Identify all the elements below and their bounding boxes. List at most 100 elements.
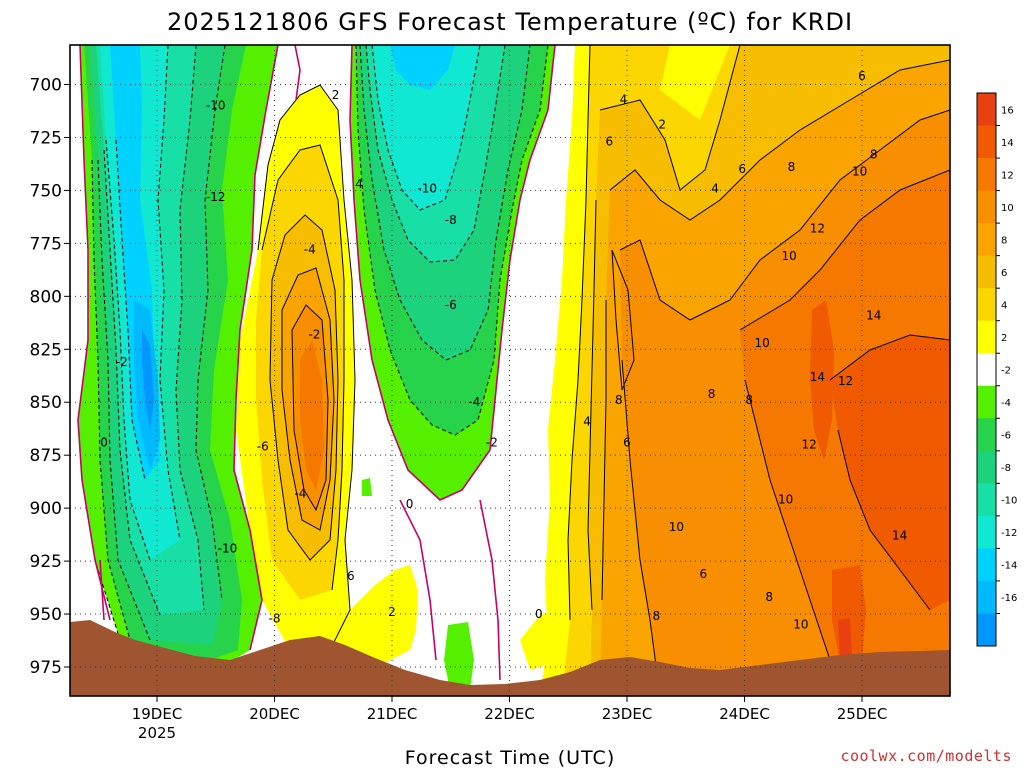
contour-label: 6 — [347, 569, 355, 583]
colorbar-swatch — [977, 483, 996, 517]
contour-label: -6 — [445, 298, 457, 312]
colorbar-label: 6 — [1001, 268, 1007, 279]
colorbar-swatch — [977, 580, 996, 614]
contour-label: 10 — [778, 493, 793, 507]
colorbar-label: -2 — [1001, 366, 1011, 377]
colorbar-label: -4 — [1001, 398, 1011, 409]
colorbar-swatch — [977, 158, 996, 192]
contour-label: 8 — [708, 387, 716, 401]
y-axis: 700 725 750 775 800 825 850 875 900 925 950 975 — [30, 76, 70, 678]
contour-label: -4 — [294, 486, 306, 500]
temperature-band-neg16 — [142, 330, 154, 430]
contour-label: -10 — [206, 99, 226, 113]
contour-label: -8 — [445, 213, 457, 227]
contour-label: 6 — [858, 69, 866, 83]
colorbar-swatch — [977, 548, 996, 582]
colorbar-label: -12 — [1001, 528, 1017, 539]
contour-label: -10 — [417, 181, 437, 195]
contour-label: 14 — [892, 529, 907, 543]
colorbar-label: 10 — [1001, 203, 1014, 214]
contour-label: 8 — [653, 609, 661, 623]
small-cold-patch — [444, 622, 474, 690]
colorbar-swatch — [977, 320, 996, 354]
contour-label: 10 — [669, 520, 684, 534]
y-tick-label: 900 — [30, 499, 62, 519]
colorbar-label: 12 — [1001, 170, 1014, 181]
contour-label: 6 — [606, 135, 614, 149]
contour-label: 4 — [583, 414, 591, 428]
colorbar-label: -10 — [1001, 496, 1017, 507]
contour-label: 8 — [745, 393, 753, 407]
colorbar-label: 4 — [1001, 300, 1007, 311]
contour-label: -2 — [486, 435, 498, 449]
contour-lines-positive — [257, 45, 950, 696]
contour-label: -2 — [116, 355, 128, 369]
contour-lines-negative — [77, 45, 549, 641]
x-axis-year: 2025 — [138, 724, 176, 742]
colorbar-label: 14 — [1001, 138, 1014, 149]
y-tick-label: 725 — [30, 128, 62, 148]
colorbar-swatch — [977, 613, 996, 647]
contour-label: 0 — [406, 497, 414, 511]
chart-title: 2025121806 GFS Forecast Temperature (ºC)… — [167, 8, 853, 36]
colorbar-label: 16 — [1001, 105, 1014, 116]
colorbar-swatch — [977, 190, 996, 224]
colorbar-label: -6 — [1001, 431, 1011, 442]
contour-label: 4 — [355, 177, 363, 191]
contour-label: 10 — [782, 249, 797, 263]
colorbar-swatch — [977, 223, 996, 257]
y-tick-label: 975 — [30, 658, 62, 678]
y-tick-label: 850 — [30, 393, 62, 413]
colorbar-swatch — [977, 353, 996, 387]
colorbar-swatch — [977, 255, 996, 289]
contour-label: 12 — [801, 438, 816, 452]
y-tick-label: 800 — [30, 287, 62, 307]
colorbar-label: -16 — [1001, 593, 1017, 604]
temperature-band-pos12 — [300, 340, 324, 490]
temperature-band-pos14-warm — [830, 335, 950, 610]
contour-label: 10 — [754, 336, 769, 350]
colorbar-swatch — [977, 125, 996, 159]
contour-label: 8 — [788, 160, 796, 174]
y-tick-label: 875 — [30, 446, 62, 466]
colorbar-swatch — [977, 385, 996, 419]
contour-label: -4 — [304, 243, 316, 257]
temperature-band-neg10-second — [372, 45, 480, 210]
x-axis: 19DEC 20DEC 21DEC 22DEC 23DEC 24DEC 25DEC — [132, 696, 887, 723]
contour-label: 12 — [810, 222, 825, 236]
temperature-band-pos14-warm-b — [810, 300, 834, 460]
contour-label: 6 — [700, 567, 708, 581]
contour-labels: -10 -12 -4 -2 -2 0 -6 -4 -10 -8 2 4 6 -10 -8 -6 -4 -2 0 2 0 4… — [100, 69, 907, 632]
contour-label: 12 — [838, 374, 853, 388]
temperature-band-neg12-second — [390, 45, 455, 90]
grid-lines — [70, 45, 950, 696]
source-credit[interactable]: coolwx.com/modelts — [840, 747, 1012, 765]
x-tick-label: 20DEC — [249, 705, 300, 723]
colorbar-label: 8 — [1001, 235, 1007, 246]
contour-label: -8 — [269, 611, 281, 625]
contour-label: 8 — [615, 393, 623, 407]
temperature-band-pos2-low — [330, 565, 418, 665]
contour-label: 6 — [623, 435, 631, 449]
y-tick-label: 700 — [30, 76, 62, 96]
colorbar-swatch — [977, 288, 996, 322]
x-tick-label: 19DEC — [132, 705, 183, 723]
terrain — [70, 620, 950, 696]
y-tick-label: 775 — [30, 234, 62, 254]
contour-label: -10 — [218, 541, 238, 555]
y-tick-label: 950 — [30, 605, 62, 625]
contour-label: 2 — [332, 88, 340, 102]
x-tick-label: 24DEC — [719, 705, 770, 723]
temperature-band-pos16-warm — [838, 618, 852, 656]
contour-label: 8 — [765, 590, 773, 604]
contour-label: -6 — [257, 440, 269, 454]
colorbar-label: -14 — [1001, 561, 1017, 572]
colorbar-swatch — [977, 418, 996, 452]
contour-label: 0 — [535, 607, 543, 621]
x-tick-label: 21DEC — [367, 705, 418, 723]
contour-label: 2 — [658, 118, 666, 132]
contour-label: 0 — [100, 435, 108, 449]
y-tick-label: 925 — [30, 552, 62, 572]
contour-label: 2 — [388, 605, 396, 619]
